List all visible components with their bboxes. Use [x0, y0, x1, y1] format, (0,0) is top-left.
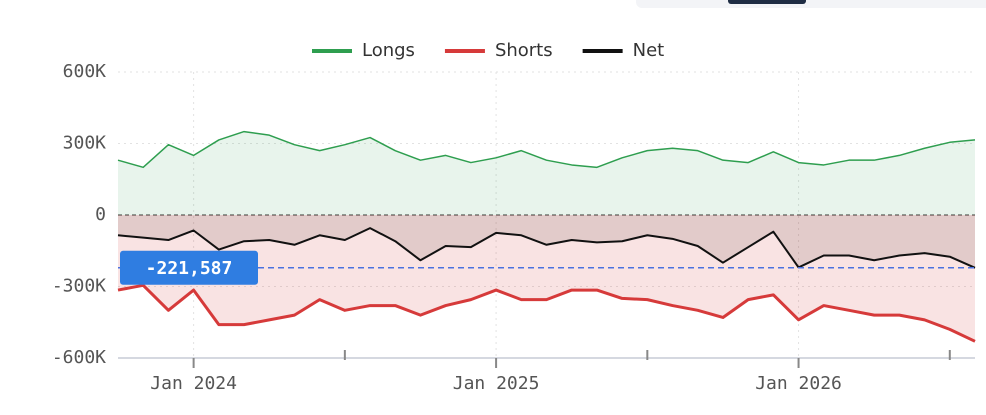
area: [118, 131, 975, 215]
legend-label: Longs: [362, 40, 415, 61]
x-tick-label: Jan 2024: [150, 373, 237, 394]
y-tick-label: 600K: [63, 61, 107, 82]
legend-label: Shorts: [495, 40, 553, 61]
y-tick-label: 0: [95, 204, 106, 225]
area: [118, 215, 975, 268]
y-tick-label: 300K: [63, 133, 107, 154]
line-longs: [117, 130, 976, 169]
annotation-label: -221,587: [146, 258, 233, 279]
toolbar-button[interactable]: [728, 0, 806, 4]
line-shorts: [117, 283, 976, 343]
area: [118, 215, 975, 342]
line-net: [117, 227, 976, 269]
toolbar: [636, 0, 986, 8]
legend-label: Net: [633, 40, 665, 61]
x-tick-label: Jan 2026: [755, 373, 842, 394]
y-tick-label: -600K: [52, 347, 106, 368]
y-tick-label: -300K: [52, 276, 106, 297]
annotation-badge: [120, 250, 258, 285]
x-tick-label: Jan 2025: [453, 373, 540, 394]
